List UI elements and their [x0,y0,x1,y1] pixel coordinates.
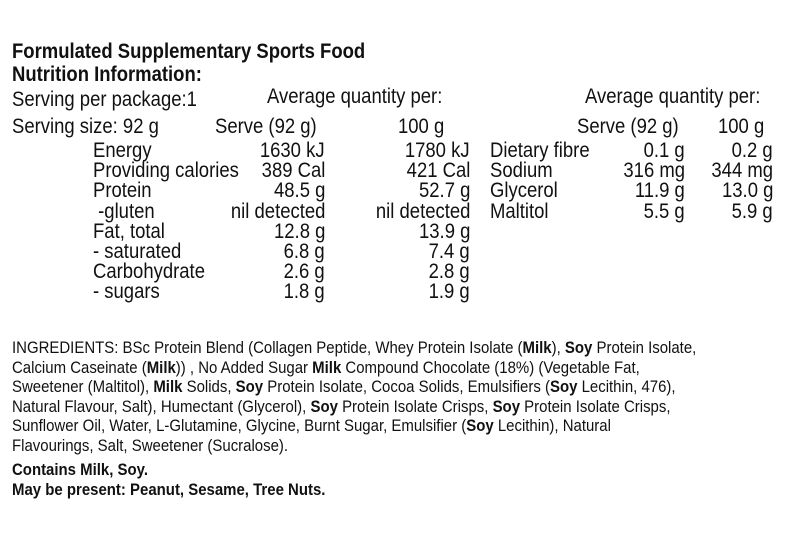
column-heading: 100 g [398,115,445,138]
serve-value: 1.8 g [283,280,325,304]
ingredient-text: Calcium Caseinate ( [12,357,147,377]
allergen-word: Milk [312,357,342,377]
table-heading: Average quantity per: [267,85,443,108]
serve-value: 12.8 g [273,219,325,243]
allergen-word: Milk [522,338,552,357]
serve-value: 2.6 g [283,260,325,284]
per-100g-value: 13.9 g [418,219,470,243]
ingredients-line: Flavourings, Salt, Sweetener (Sucralose)… [12,437,288,454]
ingredient-text: Solids, [182,377,236,396]
per-100g-value: 2.8 g [428,260,470,284]
allergen-word: Soy [235,377,264,396]
ingredient-text: )) , No Added Sugar [175,357,313,377]
allergen-statement: May be present: Peanut, Sesame, Tree Nut… [12,480,326,499]
table-heading: Average quantity per: [585,85,761,108]
row-label: Energy [93,139,152,162]
ingredients-line: Calcium Caseinate (Milk)) , No Added Sug… [12,359,640,376]
ingredient-text: Protein Isolate, [592,338,697,357]
serve-value: 0.1 g [643,139,685,162]
serve-value: 1630 kJ [260,139,325,162]
per-100g-value: 52.7 g [418,179,470,203]
per-100g-value: 5.9 g [731,199,773,223]
per-100g-value: 1780 kJ [405,139,470,162]
serving-size: Serving size: 92 g [12,115,159,138]
ingredient-text: INGREDIENTS: BSc Protein Blend (Collagen… [12,338,523,357]
column-heading: Serve (92 g) [577,115,679,138]
per-100g-value: nil detected [375,199,470,223]
allergen-word: Soy [549,377,578,396]
allergen-word: Soy [310,396,338,416]
ingredients-line: INGREDIENTS: BSc Protein Blend (Collagen… [12,339,696,356]
row-label: - sugars [93,280,160,304]
per-100g-value: 421 Cal [406,159,470,183]
per-100g-value: 0.2 g [731,139,773,162]
serve-value: 48.5 g [273,179,325,203]
serve-value: 5.5 g [643,199,685,223]
ingredients-line: Sunflower Oil, Water, L-Glutamine, Glyci… [12,417,611,434]
serve-value: nil detected [230,199,325,223]
subtitle: Nutrition Information: [12,63,202,86]
row-label: Dietary fibre [490,139,590,162]
row-label: Maltitol [490,199,549,223]
row-label: Protein [93,179,152,203]
column-heading: 100 g [718,115,765,138]
column-heading: Serve (92 g) [215,115,317,138]
title: Formulated Supplementary Sports Food [12,40,366,63]
ingredients-line: Natural Flavour, Salt), Humectant (Glyce… [12,398,671,415]
row-label: - saturated [93,240,182,263]
allergen-word: Soy [492,396,521,416]
ingredient-text: Flavourings, Salt, Sweetener (Sucralose)… [12,435,289,455]
row-label: Carbohydrate [93,260,205,284]
allergen-word: Soy [466,416,494,435]
allergen-word: Milk [146,357,176,377]
serving-per-package: Serving per package:1 [12,88,197,111]
serve-value: 389 Cal [261,159,325,183]
per-100g-value: 7.4 g [428,240,470,263]
per-100g-value: 344 mg [711,159,773,183]
ingredient-text: Protein Isolate Crisps, [337,396,493,416]
row-label: Sodium [490,159,553,183]
per-100g-value: 1.9 g [428,280,470,304]
row-label: Fat, total [93,219,165,243]
ingredient-text: Sweetener (Maltitol), [12,377,154,396]
allergen-word: Soy [564,338,593,357]
ingredient-text: Protein Isolate Crisps, [520,396,671,416]
ingredient-text: Sunflower Oil, Water, L-Glutamine, Glyci… [12,416,467,435]
ingredients-line: Sweetener (Maltitol), Milk Solids, Soy P… [12,378,676,395]
ingredient-text: ), [551,338,565,357]
row-label: -gluten [93,199,155,223]
row-label: Glycerol [490,179,558,203]
ingredient-text: Compound Chocolate (18%) (Vegetable Fat, [341,357,640,377]
ingredient-text: Protein Isolate, Cocoa Solids, Emulsifie… [263,377,550,396]
ingredient-text: Lecithin), Natural [493,416,611,435]
allergen-statement: Contains Milk, Soy. [12,460,149,479]
ingredient-text: Lecithin, 476), [577,377,676,396]
serve-value: 11.9 g [634,179,685,203]
serve-value: 316 mg [623,159,685,183]
ingredient-text: Natural Flavour, Salt), Humectant (Glyce… [12,396,311,416]
serve-value: 6.8 g [283,240,325,263]
allergen-word: Milk [153,377,183,396]
per-100g-value: 13.0 g [721,179,773,203]
row-label: Providing calories [93,159,239,183]
